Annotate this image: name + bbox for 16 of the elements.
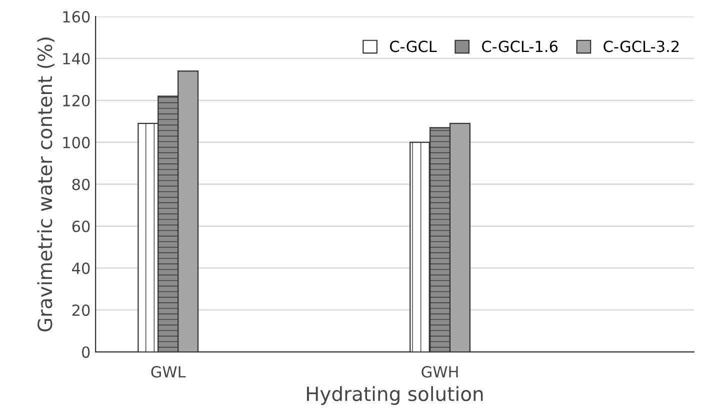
legend-label: C-GCL-3.2: [604, 40, 679, 52]
legend-label: C-GCL-1.6: [482, 40, 558, 52]
y-tick-label: 100: [63, 136, 90, 148]
y-tick-label: 20: [72, 304, 90, 316]
y-tick-label: 160: [63, 11, 90, 23]
y-tick-label: 80: [72, 178, 90, 190]
x-tick-label: GWL: [151, 366, 186, 378]
y-axis-title: Gravimetric water content (%): [37, 38, 55, 332]
y-tick-label: 120: [63, 94, 90, 106]
x-tick-label: GWH: [422, 366, 458, 378]
y-tick-label: 60: [72, 220, 90, 232]
legend-label: C-GCL: [390, 40, 437, 52]
y-tick-label: 140: [63, 52, 90, 64]
x-axis-title: Hydrating solution: [306, 386, 483, 405]
y-tick-label: 40: [72, 262, 90, 274]
y-tick-label: 0: [82, 346, 90, 358]
